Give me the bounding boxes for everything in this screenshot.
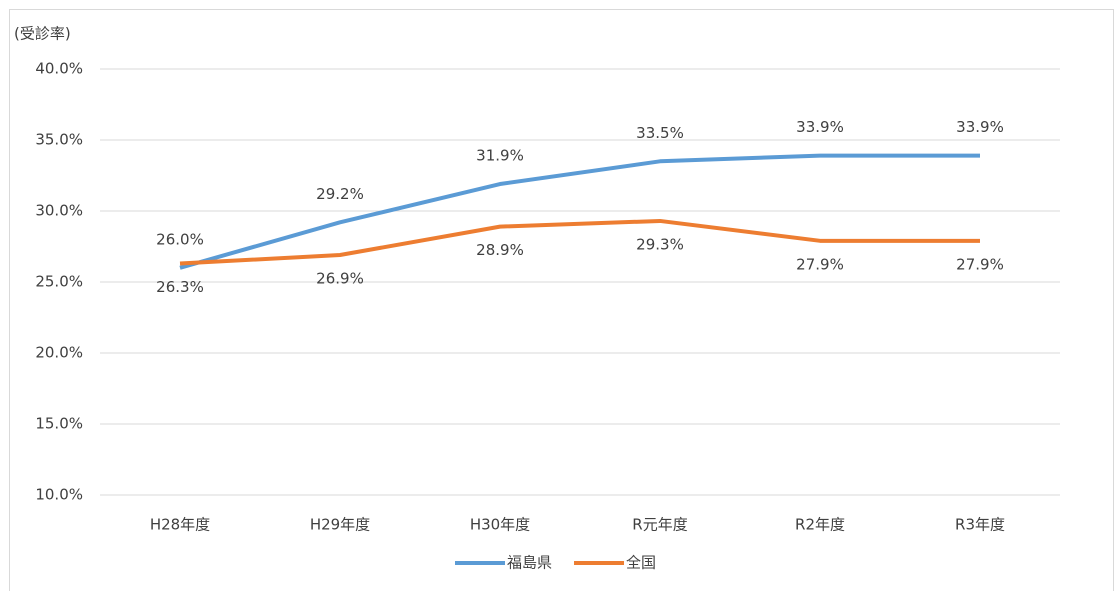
data-label: 31.9%: [476, 147, 524, 165]
x-tick-label: H30年度: [470, 516, 530, 534]
data-label: 26.0%: [156, 230, 204, 248]
y-tick-label: 15.0%: [35, 415, 83, 433]
data-label: 27.9%: [796, 255, 844, 273]
data-label: 29.2%: [316, 185, 364, 203]
data-label: 26.3%: [156, 278, 204, 296]
x-tick-label: R元年度: [632, 516, 687, 534]
y-tick-label: 30.0%: [35, 202, 83, 220]
data-label: 33.9%: [796, 118, 844, 136]
data-label: 26.9%: [316, 270, 364, 288]
x-tick-label: H29年度: [310, 516, 370, 534]
chart-frame: [9, 9, 1114, 595]
y-tick-label: 20.0%: [35, 344, 83, 362]
x-tick-label: H28年度: [150, 516, 210, 534]
y-tick-label: 10.0%: [35, 486, 83, 504]
y-tick-label: 40.0%: [35, 60, 83, 78]
series-line: [179, 153, 980, 270]
legend-label: 全国: [626, 554, 656, 572]
series-line: [179, 218, 980, 266]
legend-label: 福島県: [507, 554, 552, 572]
data-label: 33.9%: [956, 118, 1004, 136]
data-label: 29.3%: [636, 235, 684, 253]
data-label: 27.9%: [956, 255, 1004, 273]
x-tick-label: R3年度: [955, 516, 1005, 534]
y-tick-label: 25.0%: [35, 273, 83, 291]
data-label: 28.9%: [476, 241, 524, 259]
y-axis-label: (受診率): [14, 25, 71, 43]
x-tick-label: R2年度: [795, 516, 845, 534]
data-label: 33.5%: [636, 124, 684, 142]
y-tick-label: 35.0%: [35, 131, 83, 149]
